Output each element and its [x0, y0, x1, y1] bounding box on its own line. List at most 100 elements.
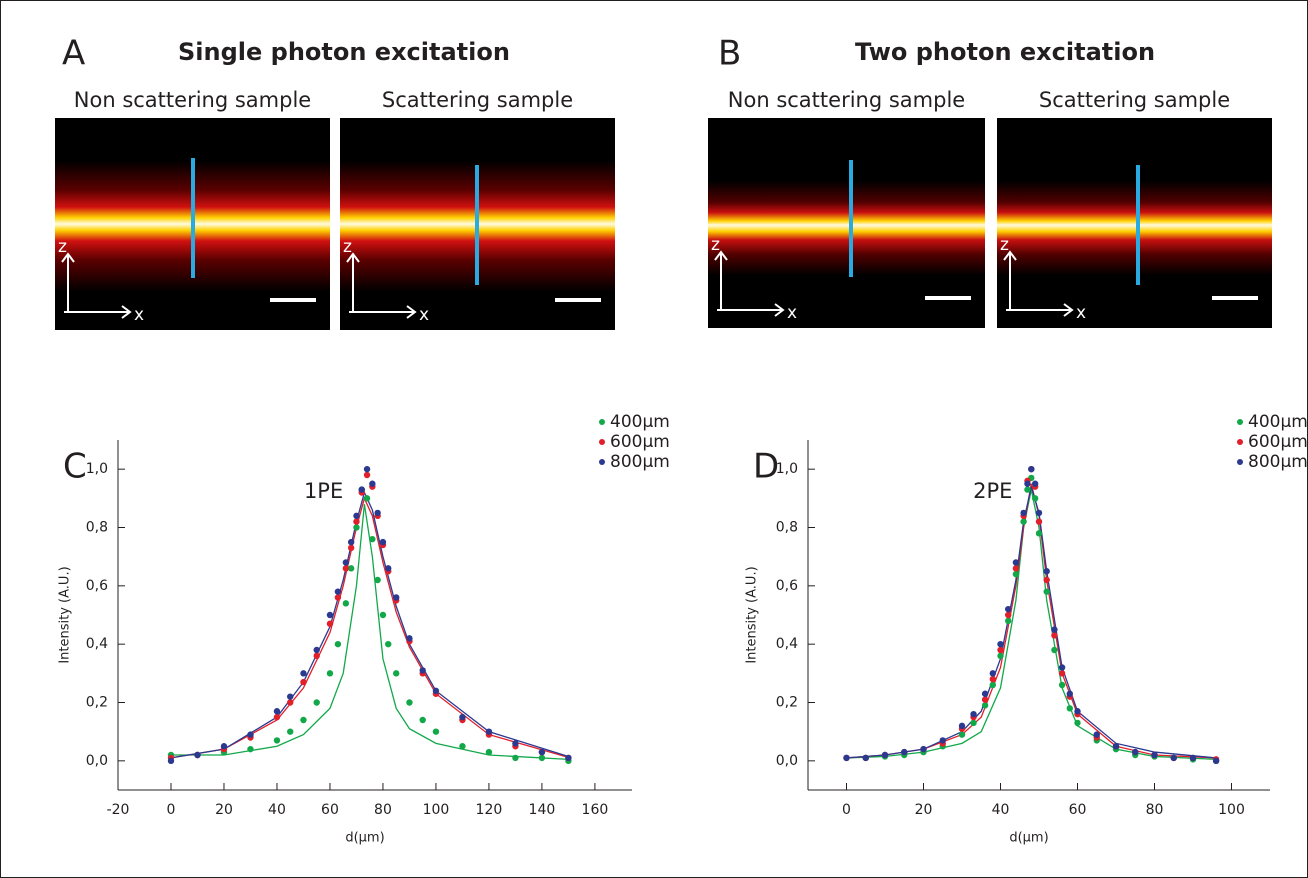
data-point: [997, 646, 1004, 654]
data-point: [247, 745, 254, 753]
x-axis-label: d(µm): [1009, 831, 1048, 846]
data-point: [392, 670, 400, 677]
data-point: [901, 748, 908, 756]
legend-label: 600µm: [1248, 432, 1308, 452]
fit-line: [170, 490, 569, 759]
image-caption: Non scattering sample: [728, 88, 965, 112]
x-tick-label: 80: [1146, 802, 1164, 818]
image-caption: Non scattering sample: [74, 88, 311, 112]
data-point: [1031, 495, 1039, 502]
data-point: [353, 518, 360, 525]
data-point: [379, 611, 387, 619]
data-point: [369, 480, 376, 487]
x-tick-label: 40: [268, 802, 286, 818]
data-point: [997, 640, 1004, 648]
panel-label: D: [753, 447, 779, 487]
data-point: [287, 699, 294, 706]
data-point: [1012, 565, 1020, 572]
panel-title: Single photon excitation: [178, 38, 510, 66]
x-tick-label: 120: [476, 802, 503, 818]
data-point: [989, 675, 996, 683]
data-point: [512, 740, 519, 747]
data-point: [342, 565, 350, 572]
data-point: [958, 722, 966, 730]
data-point: [565, 754, 572, 762]
data-point: [881, 751, 889, 759]
x-tick-label: -20: [107, 802, 130, 818]
x-label: x: [419, 305, 429, 325]
legend-marker: [1237, 459, 1243, 465]
data-point: [432, 728, 440, 735]
x-tick-label: 100: [1218, 802, 1245, 818]
data-point: [958, 731, 966, 738]
data-point: [374, 509, 381, 517]
data-point: [353, 524, 360, 531]
x-tick-label: 60: [1069, 802, 1087, 818]
data-point: [1066, 705, 1074, 712]
data-point: [220, 743, 228, 750]
data-point: [326, 670, 334, 677]
data-point: [970, 710, 977, 718]
data-point: [326, 611, 334, 619]
data-point: [1012, 559, 1020, 566]
fit-line: [846, 489, 1217, 761]
data-point: [1028, 465, 1035, 473]
panel-label: A: [62, 34, 85, 74]
legend-marker: [599, 419, 605, 425]
data-point: [342, 559, 350, 566]
z-label: z: [711, 235, 720, 255]
data-point: [862, 754, 869, 762]
y-tick-label: 0,0: [776, 753, 798, 769]
legend-label: 400µm: [610, 412, 670, 432]
legend-marker: [1237, 439, 1243, 445]
data-point: [432, 687, 440, 695]
legend-label: 400µm: [1248, 412, 1308, 432]
data-point: [1031, 480, 1039, 487]
axis-arrows: [714, 250, 785, 317]
data-point: [1051, 646, 1058, 654]
data-point: [981, 696, 989, 703]
charts: 0,0 0,2 0,4 0,6 0,8 1,0 -20 0 20 40 60 80 100 120 140 1…: [58, 412, 1308, 846]
data-point: [1020, 509, 1027, 517]
data-point: [1074, 719, 1081, 727]
x-tick-label: 0: [167, 802, 176, 818]
data-point: [920, 745, 927, 753]
data-point: [538, 748, 546, 756]
fit-line: [170, 504, 569, 761]
legend-marker: [599, 459, 605, 465]
y-tick-label: 0,8: [776, 520, 798, 536]
data-point: [1051, 626, 1058, 633]
data-point: [1035, 509, 1043, 517]
data-point: [369, 535, 376, 543]
data-point: [385, 565, 392, 572]
axis-arrows: [61, 252, 132, 319]
data-point: [363, 465, 371, 473]
data-point: [1170, 754, 1177, 762]
data-point: [313, 646, 320, 654]
y-tick-label: 0,2: [776, 695, 798, 711]
y-tick-label: 0,0: [86, 753, 108, 769]
legend-label: 800µm: [610, 452, 670, 472]
data-point: [273, 708, 281, 715]
data-point: [273, 737, 281, 744]
x-tick-label: 140: [529, 802, 556, 818]
data-point: [485, 728, 493, 735]
x-axis-label: d(µm): [345, 831, 384, 846]
data-point: [1024, 480, 1031, 487]
data-point: [989, 681, 996, 689]
data-point: [334, 640, 342, 648]
data-point: [326, 620, 334, 627]
data-point: [1035, 518, 1043, 525]
data-point: [981, 702, 989, 709]
y-tick-label: 0,4: [86, 636, 108, 652]
y-tick-label: 1,0: [776, 461, 798, 477]
beam-image: [708, 118, 985, 328]
data-point: [997, 652, 1004, 660]
x-tick-label: 160: [582, 802, 609, 818]
data-point: [1189, 754, 1197, 762]
data-point: [1012, 570, 1020, 578]
data-point: [1151, 751, 1158, 759]
y-axis-label: Intensity (A.U.): [745, 566, 760, 663]
data-point: [538, 754, 546, 762]
panel-label: C: [63, 447, 87, 487]
